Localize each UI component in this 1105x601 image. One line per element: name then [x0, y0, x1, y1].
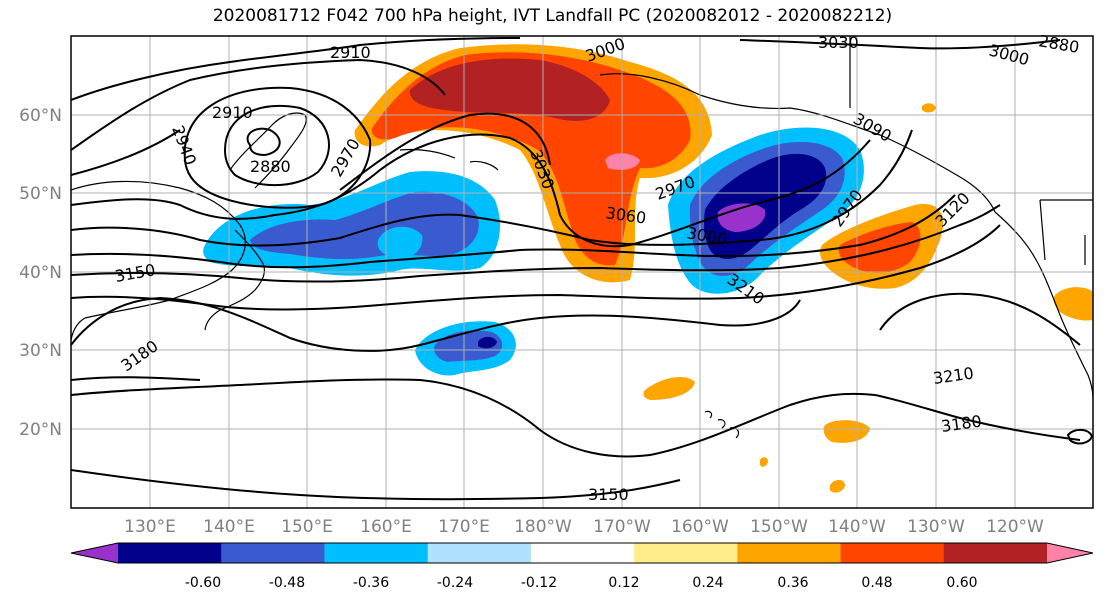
colorbar-swatch: [943, 543, 1048, 563]
colorbar-tick-label: -0.24: [437, 575, 473, 591]
colorbar-tick-label: 0.12: [608, 575, 639, 591]
contour-line: [71, 378, 876, 458]
colorbar-swatch: [530, 543, 635, 563]
contour-label: 2910: [212, 103, 253, 122]
contour-label: 3210: [932, 363, 975, 387]
contour-label: 2970: [327, 135, 364, 180]
colorbar-tick-labels: -0.60 -0.48 -0.36 -0.24 -0.12 0.12 0.24 …: [185, 575, 978, 591]
contour-label: 3150: [588, 485, 629, 504]
contour-line: [71, 469, 681, 501]
shade-positive-hawaii: [643, 376, 695, 400]
lon-label: 130°W: [907, 517, 965, 537]
coast-japan: [204, 229, 266, 331]
contour-label: 3030: [818, 33, 859, 52]
longitude-labels: 130°E 140°E 150°E 160°E 170°E 180°W 170°…: [124, 517, 1044, 537]
shade-negative-east-navy: [704, 153, 827, 259]
lat-label: 40°N: [19, 263, 62, 283]
colorbar-extend-max: [1047, 543, 1093, 563]
contour-line: [71, 204, 1001, 283]
shade-positive-east-inner: [838, 222, 921, 273]
contour-line: [71, 129, 913, 247]
coast-hawaii: [704, 410, 740, 439]
coast-north-america: [994, 211, 1093, 401]
lon-label: 170°W: [593, 517, 651, 537]
contour-line: [71, 37, 521, 101]
contour-label: 2880: [250, 157, 291, 176]
contour-line: [71, 133, 871, 248]
contour-label: 3120: [931, 189, 973, 231]
map-frame: [70, 35, 1094, 509]
lon-label: 160°W: [671, 517, 729, 537]
contour-line: [71, 112, 551, 191]
shade-negative-east-core: [717, 203, 766, 232]
lon-label: 140°E: [203, 517, 255, 537]
colorbar-swatch: [221, 543, 325, 563]
colorbar-swatches: [70, 542, 1094, 564]
colorbar-swatch: [737, 543, 842, 563]
lat-label: 30°N: [19, 341, 62, 361]
contour-line: [71, 296, 801, 352]
lat-label: 50°N: [19, 184, 62, 204]
graticule: [71, 36, 1093, 508]
contour-line: [71, 194, 956, 269]
lon-label: 150°W: [750, 517, 808, 537]
coast-kamchatka: [229, 112, 307, 189]
contour-line: [71, 224, 1001, 311]
contour-label: 2910: [330, 43, 371, 62]
colorbar-tick-label: -0.60: [185, 575, 221, 591]
lon-label: 150°E: [281, 517, 333, 537]
lat-label: 20°N: [19, 420, 62, 440]
coast-asia: [71, 180, 246, 341]
contour-label: 3180: [117, 336, 161, 375]
latitude-labels: 60°N 50°N 40°N 30°N 20°N: [19, 106, 62, 440]
colorbar-tick-label: -0.36: [353, 575, 389, 591]
lon-label: 130°E: [124, 517, 176, 537]
colorbar-swatch: [840, 543, 945, 563]
lon-label: 180°W: [514, 517, 572, 537]
contour-line: [183, 86, 372, 209]
colorbar-swatch: [427, 543, 532, 563]
coast-aleutians: [399, 148, 499, 171]
contour-line: [246, 127, 281, 157]
colorbar-swatch: [324, 543, 429, 563]
shade-positive-coast: [1053, 287, 1093, 321]
contour-line: [874, 394, 1081, 441]
shade-positive-south: [823, 420, 870, 443]
contour-label: 2940: [168, 123, 200, 168]
colorbar-extend-min: [71, 543, 118, 563]
colorbar-tick-label: -0.12: [521, 575, 557, 591]
lon-label: 160°E: [360, 517, 412, 537]
shade-positive-small-1: [922, 103, 936, 113]
map-title: 2020081712 F042 700 hPa height, IVT Land…: [212, 6, 893, 26]
contour-line: [739, 39, 1061, 50]
coast-canada-border: [849, 36, 1093, 265]
colorbar-tick-label: 0.60: [946, 575, 977, 591]
lat-label: 60°N: [19, 106, 62, 126]
colorbar-tick-label: -0.48: [269, 575, 305, 591]
colorbar-tick-label: 0.36: [777, 575, 808, 591]
shade-negative-central-core: [478, 336, 497, 349]
lon-label: 170°E: [438, 517, 490, 537]
lon-label: 120°W: [986, 517, 1044, 537]
colorbar-tick-label: 0.24: [692, 575, 723, 591]
shade-positive-small-2: [760, 457, 768, 467]
colorbar-swatch: [118, 543, 222, 563]
shade-positive-small-3: [830, 479, 845, 493]
colorbar-outline: [70, 542, 1094, 564]
colorbar: -0.60 -0.48 -0.36 -0.24 -0.12 0.12 0.24 …: [70, 542, 1094, 591]
contour-line: [1066, 428, 1093, 445]
colorbar-swatch: [634, 543, 738, 563]
contour-label: 2880: [1037, 31, 1080, 57]
contour-line: [71, 58, 446, 151]
contour-line: [223, 104, 330, 187]
contour-line: [71, 292, 1081, 381]
colorbar-tick-label: 0.48: [861, 575, 892, 591]
shade-negative-west-spot: [377, 226, 423, 259]
shade-positive-north-core: [409, 58, 610, 121]
height-contours: [71, 37, 1093, 501]
lon-label: 140°W: [828, 517, 886, 537]
